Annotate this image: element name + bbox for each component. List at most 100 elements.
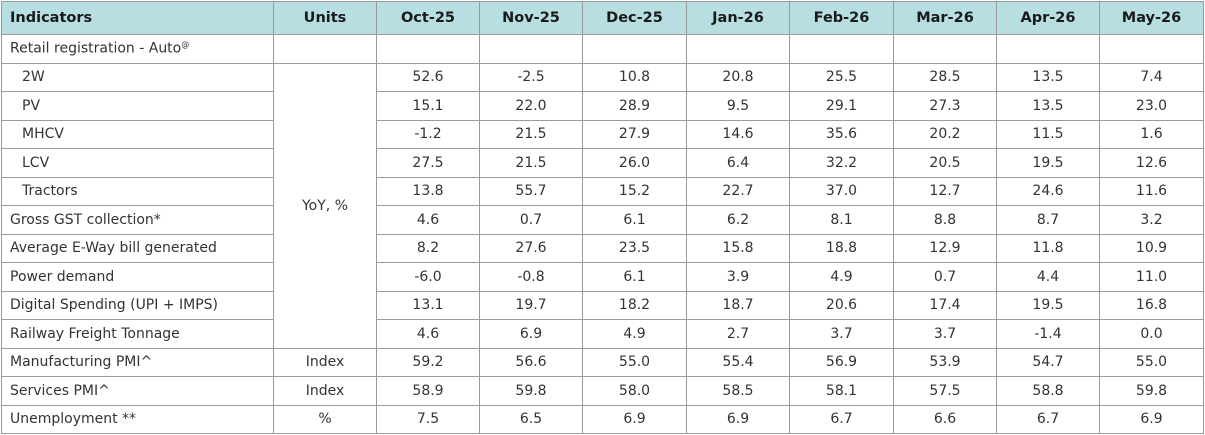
value-cell: 56.9 (789, 347, 894, 377)
column-header: Indicators (1, 1, 274, 35)
value-cell: 9.5 (686, 91, 790, 121)
row-label: Railway Freight Tonnage (1, 319, 274, 349)
value-cell: 8.8 (893, 205, 997, 235)
column-header: Units (273, 1, 377, 35)
value-cell: 16.8 (1099, 290, 1204, 320)
table-row: MHCV -1.2 21.5 27.9 14.6 35.6 20.2 11.5 1.6 (1, 119, 1204, 149)
value-cell (1099, 34, 1204, 64)
value-cell: 56.6 (479, 347, 583, 377)
value-cell: 18.7 (686, 290, 790, 320)
table-body: Retail registration - Auto@ 2W YoY, % 52.6-… (1, 34, 1204, 434)
table-row: Average E-Way bill generated 8.2 27.6 23.5 1… (1, 233, 1204, 263)
value-cell: 15.2 (582, 176, 687, 206)
units-cell: Index (273, 347, 377, 377)
value-cell: -1.2 (376, 119, 480, 149)
value-cell: 6.5 (479, 404, 583, 434)
value-cell: 6.6 (893, 404, 997, 434)
row-label: Unemployment ** (1, 404, 274, 434)
value-cell: 19.5 (996, 290, 1100, 320)
value-cell: 3.7 (893, 319, 997, 349)
table-row: 2W YoY, % 52.6 -2.5 10.8 20.8 25.5 28.5 13.5 7.4 (1, 62, 1204, 349)
value-cell (582, 34, 687, 64)
column-header: Nov-25 (479, 1, 583, 35)
value-cell: -2.5 (479, 62, 583, 92)
value-cell: 32.2 (789, 148, 894, 178)
value-cell: 0.7 (893, 262, 997, 292)
value-cell: -6.0 (376, 262, 480, 292)
value-cell: 24.6 (996, 176, 1100, 206)
value-cell: 6.1 (582, 205, 687, 235)
value-cell: 58.8 (996, 376, 1100, 406)
value-cell: 6.9 (1099, 404, 1204, 434)
value-cell: -0.8 (479, 262, 583, 292)
row-label: 2W (1, 62, 274, 92)
table-row: Digital Spending (UPI + IMPS) 13.1 19.7 18.… (1, 290, 1204, 320)
value-cell: 13.1 (376, 290, 480, 320)
value-cell: 59.8 (1099, 376, 1204, 406)
row-label: Digital Spending (UPI + IMPS) (1, 290, 274, 320)
value-cell (893, 34, 997, 64)
row-label: Gross GST collection* (1, 205, 274, 235)
value-cell: 21.5 (479, 119, 583, 149)
units-cell: YoY, % (273, 62, 377, 349)
value-cell: 27.6 (479, 233, 583, 263)
value-cell (996, 34, 1100, 64)
value-cell: 4.4 (996, 262, 1100, 292)
value-cell: 6.1 (582, 262, 687, 292)
value-cell: 52.6 (376, 62, 480, 92)
header-row: Indicators Units Oct-25 Nov-25 Dec-25 Jan-26 F… (1, 1, 1204, 35)
row-label: Average E-Way bill generated (1, 233, 274, 263)
column-header: Oct-25 (376, 1, 480, 35)
column-header: May-26 (1099, 1, 1204, 35)
value-cell: 6.9 (479, 319, 583, 349)
table-row: Power demand -6.0 -0.8 6.1 3.9 4.9 0.7 4.4 11.0 (1, 262, 1204, 292)
value-cell: 3.2 (1099, 205, 1204, 235)
value-cell: 20.8 (686, 62, 790, 92)
value-cell: 0.0 (1099, 319, 1204, 349)
value-cell: 54.7 (996, 347, 1100, 377)
value-cell: 0.7 (479, 205, 583, 235)
value-cell (376, 34, 480, 64)
table-row: Railway Freight Tonnage 4.6 6.9 4.9 2.7 3.7 3.… (1, 319, 1204, 349)
value-cell: 59.8 (479, 376, 583, 406)
column-header: Feb-26 (789, 1, 894, 35)
value-cell: 23.0 (1099, 91, 1204, 121)
value-cell: 58.9 (376, 376, 480, 406)
units-cell: % (273, 404, 377, 434)
table-row: Manufacturing PMI^ Index 59.2 56.6 55.0 55.4 5… (1, 347, 1204, 377)
value-cell: 11.8 (996, 233, 1100, 263)
value-cell: -1.4 (996, 319, 1100, 349)
value-cell: 55.0 (582, 347, 687, 377)
value-cell: 15.1 (376, 91, 480, 121)
value-cell: 58.0 (582, 376, 687, 406)
value-cell: 18.2 (582, 290, 687, 320)
value-cell: 10.8 (582, 62, 687, 92)
value-cell: 6.7 (996, 404, 1100, 434)
value-cell: 10.9 (1099, 233, 1204, 263)
value-cell: 55.4 (686, 347, 790, 377)
units-cell: Index (273, 376, 377, 406)
value-cell: 7.5 (376, 404, 480, 434)
value-cell: 28.9 (582, 91, 687, 121)
value-cell: 12.9 (893, 233, 997, 263)
footnote-mark: @ (181, 40, 190, 50)
column-header: Apr-26 (996, 1, 1100, 35)
row-label: MHCV (1, 119, 274, 149)
value-cell: 27.3 (893, 91, 997, 121)
value-cell: 3.9 (686, 262, 790, 292)
value-cell: 20.2 (893, 119, 997, 149)
value-cell: 37.0 (789, 176, 894, 206)
table-row: Tractors 13.8 55.7 15.2 22.7 37.0 12.7 24.6 11.6 (1, 176, 1204, 206)
row-label: LCV (1, 148, 274, 178)
value-cell: 55.7 (479, 176, 583, 206)
table-row: PV 15.1 22.0 28.9 9.5 29.1 27.3 13.5 23.0 (1, 91, 1204, 121)
value-cell: 6.9 (582, 404, 687, 434)
value-cell: 22.0 (479, 91, 583, 121)
column-header: Jan-26 (686, 1, 790, 35)
value-cell: 11.0 (1099, 262, 1204, 292)
value-cell: 8.2 (376, 233, 480, 263)
value-cell: 59.2 (376, 347, 480, 377)
value-cell: 58.1 (789, 376, 894, 406)
